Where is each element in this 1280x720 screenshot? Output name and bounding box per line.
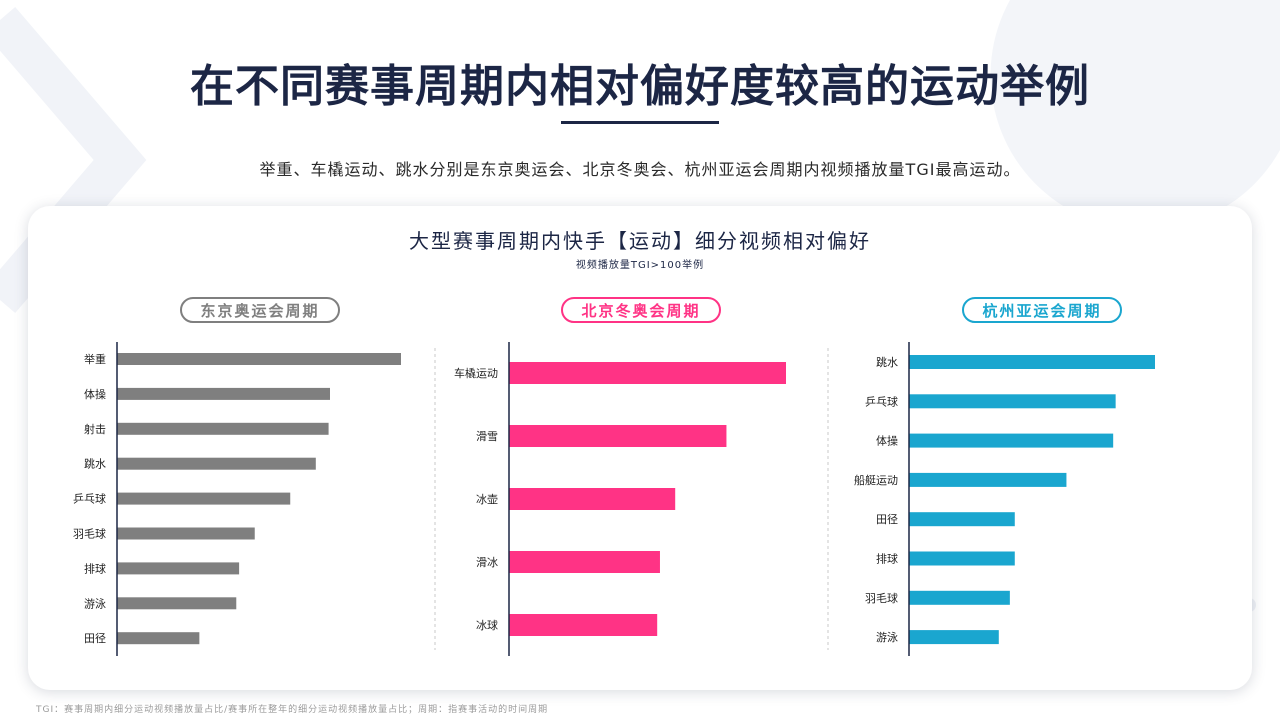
category-label-tokyo: 跳水 [84,457,106,471]
category-label-hangzhou: 游泳 [876,630,898,644]
category-label-tokyo: 举重 [84,352,106,366]
chart-card [28,206,1252,690]
category-label-tokyo: 羽毛球 [73,527,106,541]
category-label-hangzhou: 体操 [876,434,898,448]
category-label-tokyo: 体操 [84,387,106,401]
category-label-tokyo: 射击 [84,422,106,436]
chart-subtitle: 视频播放量TGI>100举例 [575,260,705,271]
bar-tokyo-6 [117,527,255,540]
category-label-hangzhou: 跳水 [876,355,898,369]
bar-hangzhou-3 [909,433,1114,448]
category-label-tokyo: 排球 [84,561,106,575]
panel-title-beijing: 北京冬奥会周期 [561,297,721,323]
panel-title-tokyo: 东京奥运会周期 [180,297,340,323]
bar-tokyo-9 [117,632,200,645]
bar-beijing-2 [509,425,727,447]
category-label-beijing: 滑冰 [476,556,498,569]
title-underline [561,121,719,124]
page-title: 在不同赛事周期内相对偏好度较高的运动举例 [190,61,1090,112]
category-label-hangzhou: 羽毛球 [865,591,898,605]
category-label-hangzhou: 排球 [876,552,898,566]
chart-title: 大型赛事周期内快手【运动】细分视频相对偏好 [409,229,871,253]
category-label-beijing: 冰球 [476,618,498,632]
category-label-tokyo: 乒乓球 [73,492,106,506]
category-label-tokyo: 游泳 [84,596,106,610]
bar-hangzhou-8 [909,630,999,645]
bar-tokyo-2 [117,387,330,400]
bar-tokyo-7 [117,562,240,575]
bar-hangzhou-6 [909,551,1015,566]
category-label-beijing: 滑雪 [476,430,498,443]
bar-beijing-3 [509,488,676,510]
category-label-hangzhou: 船艇运动 [854,473,898,487]
bar-hangzhou-4 [909,472,1067,487]
category-label-hangzhou: 乒乓球 [865,394,898,408]
category-label-hangzhou: 田径 [876,513,898,526]
bar-tokyo-8 [117,597,237,610]
bar-tokyo-5 [117,492,291,505]
bar-hangzhou-1 [909,355,1155,369]
page-subtitle: 举重、车橇运动、跳水分别是东京奥运会、北京冬奥会、杭州亚运会周期内视频播放量TG… [259,160,1021,179]
bar-hangzhou-7 [909,590,1010,605]
bar-hangzhou-2 [909,394,1116,409]
bar-beijing-4 [509,551,660,573]
panel-title-hangzhou: 杭州亚运会周期 [962,297,1122,323]
bar-tokyo-4 [117,457,316,470]
bar-tokyo-1 [117,353,401,365]
bar-tokyo-3 [117,422,329,435]
category-label-tokyo: 田径 [84,632,106,645]
category-label-beijing: 冰壶 [476,492,498,506]
bar-beijing-1 [509,362,786,384]
category-label-beijing: 车橇运动 [454,366,498,380]
footnote: TGI：赛事周期内细分运动视频播放量占比/赛事所在整年的细分运动视频播放量占比；… [36,705,549,715]
bar-hangzhou-5 [909,512,1015,527]
bar-beijing-5 [509,614,658,636]
